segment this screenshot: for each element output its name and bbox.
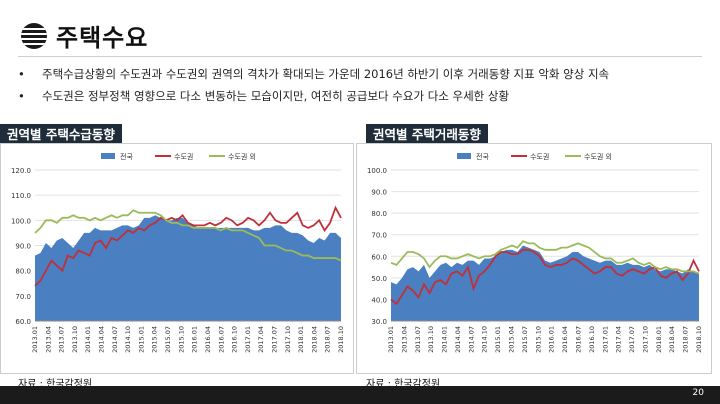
x-tick-label: 2015.07 bbox=[521, 326, 529, 353]
chart-right-source: 자료 : 한국감정원 bbox=[366, 379, 441, 390]
legend-swatch bbox=[101, 153, 115, 159]
title-divider bbox=[18, 56, 702, 57]
bullet-text: 주택수급상황의 수도권과 수도권외 권역의 격차가 확대되는 가운데 2016년… bbox=[42, 67, 610, 81]
legend-label: 수도권 외 bbox=[584, 152, 612, 161]
y-tick-label: 90.0 bbox=[15, 243, 31, 251]
x-tick-label: 2016.01 bbox=[548, 326, 556, 353]
chart-left-frame: 60.0 70.0 80.0 90.0 100.0 110.0 120.0 2013.01 20… bbox=[0, 143, 354, 374]
x-tick-label: 2018.01 bbox=[297, 326, 305, 353]
x-tick-label: 2017.10 bbox=[284, 326, 292, 353]
x-tick-label: 2018.07 bbox=[682, 326, 690, 353]
x-tick-label: 2016.10 bbox=[588, 326, 596, 353]
x-tick-label: 2015.07 bbox=[164, 326, 172, 353]
series-line-수도권 bbox=[390, 248, 700, 306]
x-tick-label: 2013.01 bbox=[31, 326, 39, 353]
x-tick-label: 2014.01 bbox=[84, 326, 92, 353]
x-tick-label: 2013.10 bbox=[427, 326, 435, 353]
y-tick-label: 100.0 bbox=[367, 167, 387, 175]
chart-right-svg: 30.0 40.0 50.0 60.0 70.0 80.0 90.0 100.0 2013.01… bbox=[367, 152, 703, 353]
page-number: 20 bbox=[692, 388, 704, 398]
x-tick-label: 2016.10 bbox=[231, 326, 239, 353]
x-tick-label: 2016.07 bbox=[217, 326, 225, 353]
x-tick-label: 2017.10 bbox=[641, 326, 649, 353]
y-tick-label: 70.0 bbox=[15, 293, 31, 301]
x-tick-label: 2014.10 bbox=[481, 326, 489, 353]
bullet-item: • 주택수급상황의 수도권과 수도권외 권역의 격차가 확대되는 가운데 2016… bbox=[18, 63, 609, 85]
y-tick-label: 60.0 bbox=[15, 318, 31, 326]
x-tick-label: 2013.10 bbox=[71, 326, 79, 353]
x-tick-label: 2013.04 bbox=[400, 326, 408, 353]
x-tick-label: 2017.07 bbox=[270, 326, 278, 353]
y-tick-label: 30.0 bbox=[371, 318, 387, 326]
y-tick-label: 80.0 bbox=[371, 210, 387, 218]
x-tick-label: 2018.10 bbox=[695, 326, 703, 353]
x-tick-label: 2018.04 bbox=[668, 326, 676, 353]
legend-swatch bbox=[457, 153, 471, 159]
chart-left-title: 권역별 주택수급동향 bbox=[0, 124, 122, 146]
y-tick-label: 50.0 bbox=[371, 275, 387, 283]
bullet-text: 수도권은 정부정책 영향으로 다소 변동하는 모습이지만, 여전히 공급보다 수… bbox=[42, 89, 510, 103]
x-tick-label: 2018.07 bbox=[324, 326, 332, 353]
chart-left-svg: 60.0 70.0 80.0 90.0 100.0 110.0 120.0 2013.01 20… bbox=[11, 152, 345, 353]
striped-globe-icon bbox=[21, 23, 47, 49]
x-tick-label: 2014.07 bbox=[111, 326, 119, 353]
y-tick-label: 120.0 bbox=[11, 167, 31, 175]
y-tick-label: 100.0 bbox=[11, 217, 31, 225]
x-tick-label: 2016.04 bbox=[204, 326, 212, 353]
x-tick-label: 2014.04 bbox=[98, 326, 106, 353]
x-tick-label: 2017.04 bbox=[615, 326, 623, 353]
x-tick-label: 2013.01 bbox=[387, 326, 395, 353]
x-tick-label: 2017.01 bbox=[244, 326, 252, 353]
bullet-list: • 주택수급상황의 수도권과 수도권외 권역의 격차가 확대되는 가운데 2016… bbox=[18, 63, 609, 107]
x-tick-label: 2016.01 bbox=[191, 326, 199, 353]
x-tick-label: 2016.04 bbox=[561, 326, 569, 353]
legend-label: 전국 bbox=[120, 152, 133, 161]
y-tick-label: 80.0 bbox=[15, 268, 31, 276]
x-tick-label: 2015.10 bbox=[177, 326, 185, 353]
x-tick-label: 2015.01 bbox=[137, 326, 145, 353]
y-tick-label: 70.0 bbox=[371, 232, 387, 240]
x-tick-label: 2015.04 bbox=[151, 326, 159, 353]
chart-right-frame: 30.0 40.0 50.0 60.0 70.0 80.0 90.0 100.0 2013.01… bbox=[356, 143, 712, 374]
x-tick-label: 2014.07 bbox=[467, 326, 475, 353]
legend-label: 수도권 bbox=[530, 153, 549, 161]
chart-right-title: 권역별 주택거래동향 bbox=[366, 124, 488, 146]
x-tick-label: 2015.01 bbox=[494, 326, 502, 353]
series-line-수도권 외 bbox=[390, 240, 700, 275]
x-tick-label: 2016.07 bbox=[574, 326, 582, 353]
x-tick-label: 2015.10 bbox=[534, 326, 542, 353]
footer-bar: 20 bbox=[0, 386, 720, 404]
x-tick-label: 2017.01 bbox=[601, 326, 609, 353]
x-tick-label: 2013.04 bbox=[44, 326, 52, 353]
x-tick-label: 2013.07 bbox=[58, 326, 66, 353]
y-tick-label: 40.0 bbox=[371, 296, 387, 304]
x-tick-label: 2014.10 bbox=[124, 326, 132, 353]
x-tick-label: 2014.01 bbox=[441, 326, 449, 353]
x-tick-label: 2018.01 bbox=[655, 326, 663, 353]
legend-label: 전국 bbox=[476, 152, 489, 161]
series-line-수도권 외 bbox=[34, 209, 342, 262]
y-tick-label: 90.0 bbox=[371, 189, 387, 197]
x-tick-label: 2017.04 bbox=[257, 326, 265, 353]
legend-label: 수도권 bbox=[174, 153, 193, 161]
chart-left-source: 자료 : 한국감정원 bbox=[18, 379, 93, 390]
bullet-item: • 수도권은 정부정책 영향으로 다소 변동하는 모습이지만, 여전히 공급보다 … bbox=[18, 85, 609, 107]
x-tick-label: 2015.04 bbox=[508, 326, 516, 353]
x-tick-label: 2018.10 bbox=[337, 326, 345, 353]
x-tick-label: 2017.07 bbox=[628, 326, 636, 353]
series-area-전국 bbox=[35, 215, 341, 321]
legend-label: 수도권 외 bbox=[228, 152, 256, 161]
x-tick-label: 2013.07 bbox=[414, 326, 422, 353]
series-area-전국 bbox=[391, 245, 699, 321]
page-title: 주택수요 bbox=[56, 24, 149, 52]
x-tick-label: 2014.04 bbox=[454, 326, 462, 353]
y-tick-label: 110.0 bbox=[11, 192, 31, 200]
x-tick-label: 2018.04 bbox=[310, 326, 318, 353]
y-tick-label: 60.0 bbox=[371, 253, 387, 261]
series-line-수도권 bbox=[34, 205, 342, 287]
